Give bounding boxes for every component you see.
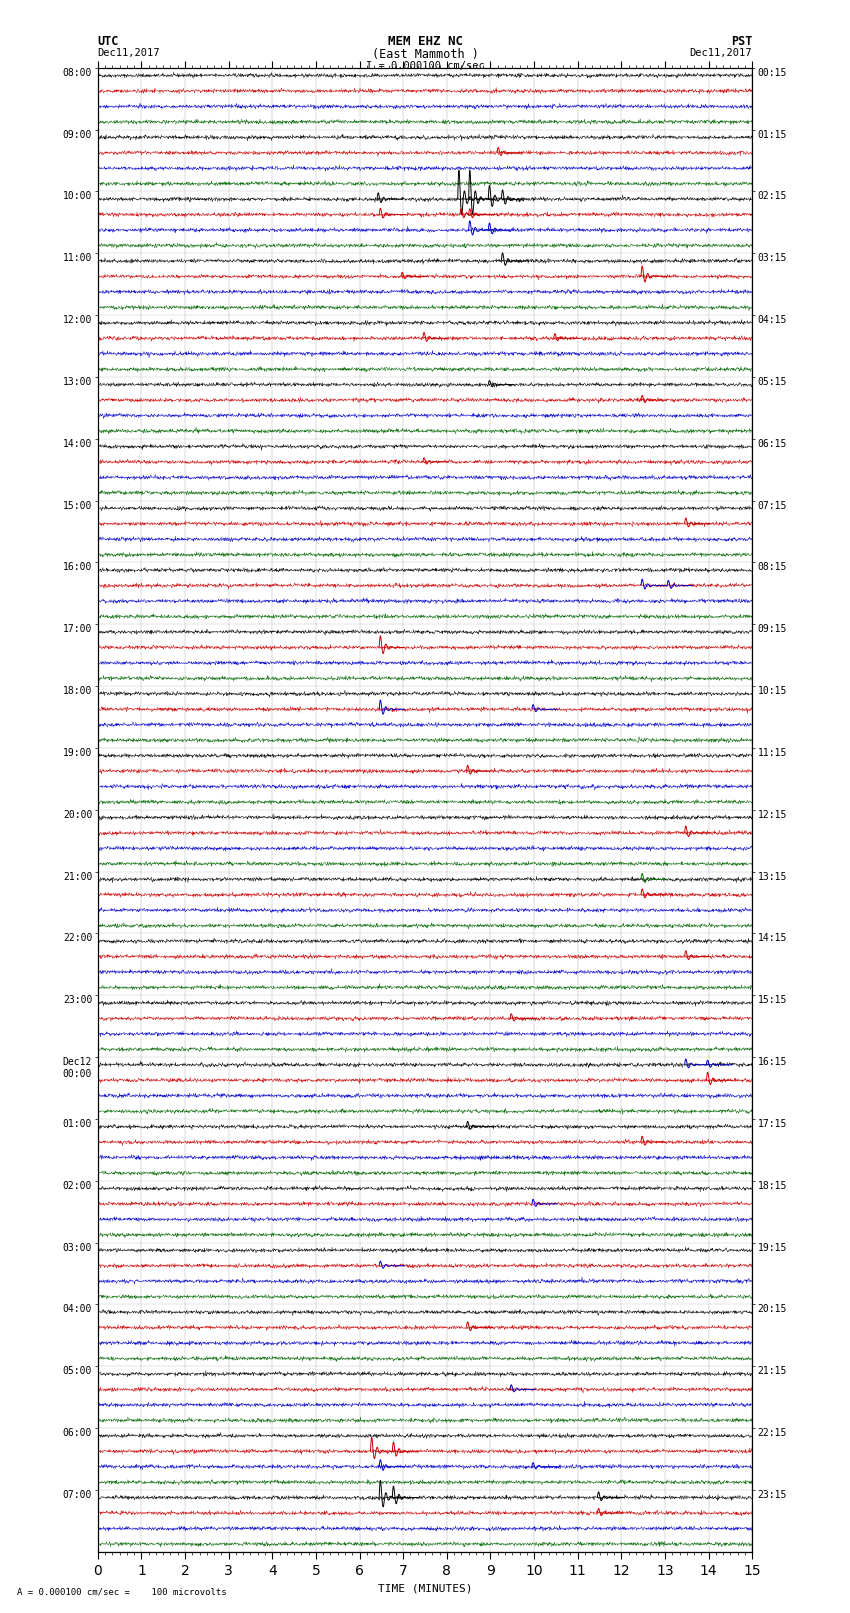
Text: PST: PST [731, 35, 752, 48]
Text: Dec11,2017: Dec11,2017 [689, 48, 752, 58]
Text: Dec11,2017: Dec11,2017 [98, 48, 161, 58]
Text: UTC: UTC [98, 35, 119, 48]
Text: A = 0.000100 cm/sec =    100 microvolts: A = 0.000100 cm/sec = 100 microvolts [17, 1587, 227, 1597]
X-axis label: TIME (MINUTES): TIME (MINUTES) [377, 1582, 473, 1594]
Text: I = 0.000100 cm/sec: I = 0.000100 cm/sec [366, 61, 484, 71]
Text: MEM EHZ NC: MEM EHZ NC [388, 35, 462, 48]
Text: (East Mammoth ): (East Mammoth ) [371, 48, 479, 61]
